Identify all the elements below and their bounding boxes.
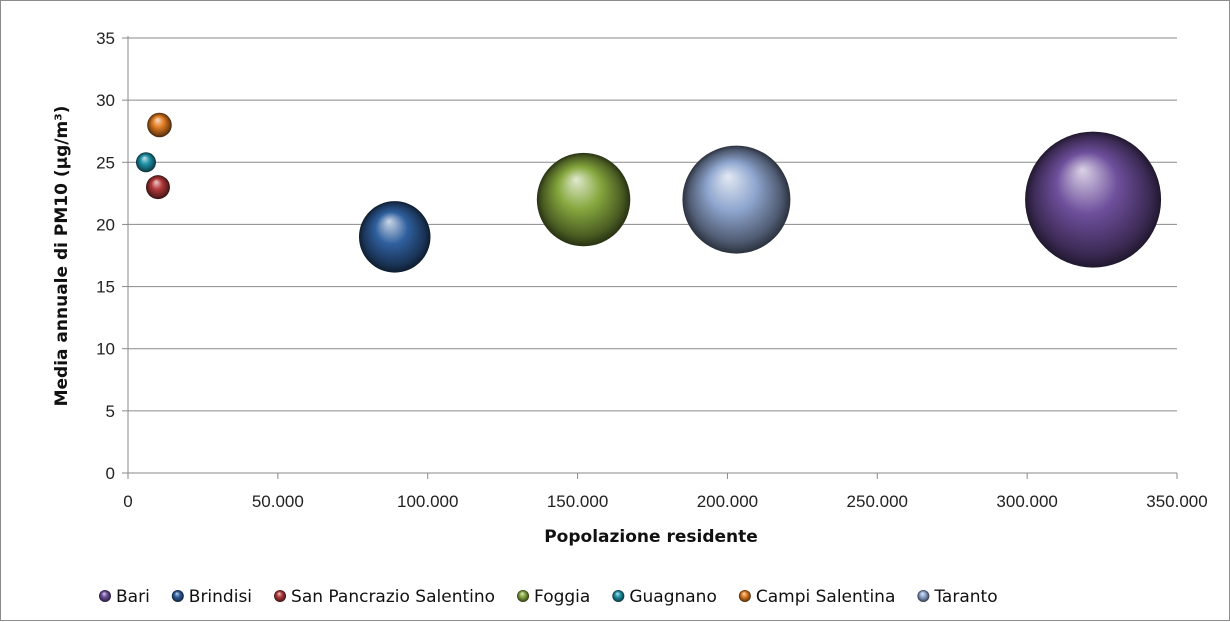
y-tick-label: 5: [106, 402, 115, 421]
legend-marker: [917, 590, 930, 602]
x-axis-title: Popolazione residente: [544, 527, 758, 547]
y-axis-title: Media annuale di PM10 (µg/m³): [52, 106, 72, 407]
axes: [122, 36, 1178, 479]
y-tick-label: 30: [96, 91, 115, 110]
x-tick-label: 0: [123, 492, 132, 511]
legend-label: Bari: [116, 587, 150, 607]
legend-marker: [517, 590, 530, 602]
bubble-san-pancrazio-salentino: [145, 175, 170, 200]
legend-marker: [171, 590, 184, 602]
x-tick-label: 300.000: [996, 492, 1057, 511]
bubble-guagnano: [135, 152, 156, 173]
legend-marker: [99, 590, 111, 602]
bubble-brindisi: [358, 201, 431, 273]
legend-label: Taranto: [933, 587, 997, 607]
legend-label: Foggia: [534, 587, 590, 607]
legend-label: Campi Salentina: [756, 587, 896, 607]
y-tick-label: 20: [96, 215, 115, 234]
bubbles: [135, 112, 1162, 273]
bubble-campi-salentina: [147, 112, 172, 138]
legend-marker: [274, 590, 287, 602]
y-tick-labels: 0 5 10 15 20 25 30 35: [96, 29, 115, 483]
bubble-bari: [1025, 131, 1162, 268]
gridlines: [128, 37, 1177, 412]
x-tick-label: 350.000: [1146, 492, 1207, 511]
y-tick-label: 35: [96, 29, 115, 48]
x-tick-label: 150.000: [547, 492, 608, 511]
legend-marker: [612, 590, 625, 602]
x-tick-label: 50.000: [252, 492, 304, 511]
y-tick-label: 0: [106, 464, 115, 483]
y-tick-label: 15: [96, 278, 115, 297]
x-tick-label: 250.000: [847, 492, 908, 511]
bubble-foggia: [536, 152, 631, 247]
y-tick-label: 10: [96, 340, 115, 359]
legend-marker: [738, 590, 751, 602]
legend-label: Brindisi: [189, 587, 252, 607]
legend: Bari Brindisi San Pancrazio Salentino Foggi…: [99, 587, 998, 607]
legend-label: San Pancrazio Salentino: [291, 587, 495, 607]
y-tick-label: 25: [96, 153, 115, 172]
x-tick-labels: 0 50.000 100.000 150.000 200.000 250.000 300.0…: [123, 492, 1207, 511]
bubble-taranto: [682, 145, 791, 254]
x-tick-label: 100.000: [397, 492, 458, 511]
legend-label: Guagnano: [629, 587, 717, 607]
x-tick-label: 200.000: [697, 492, 758, 511]
